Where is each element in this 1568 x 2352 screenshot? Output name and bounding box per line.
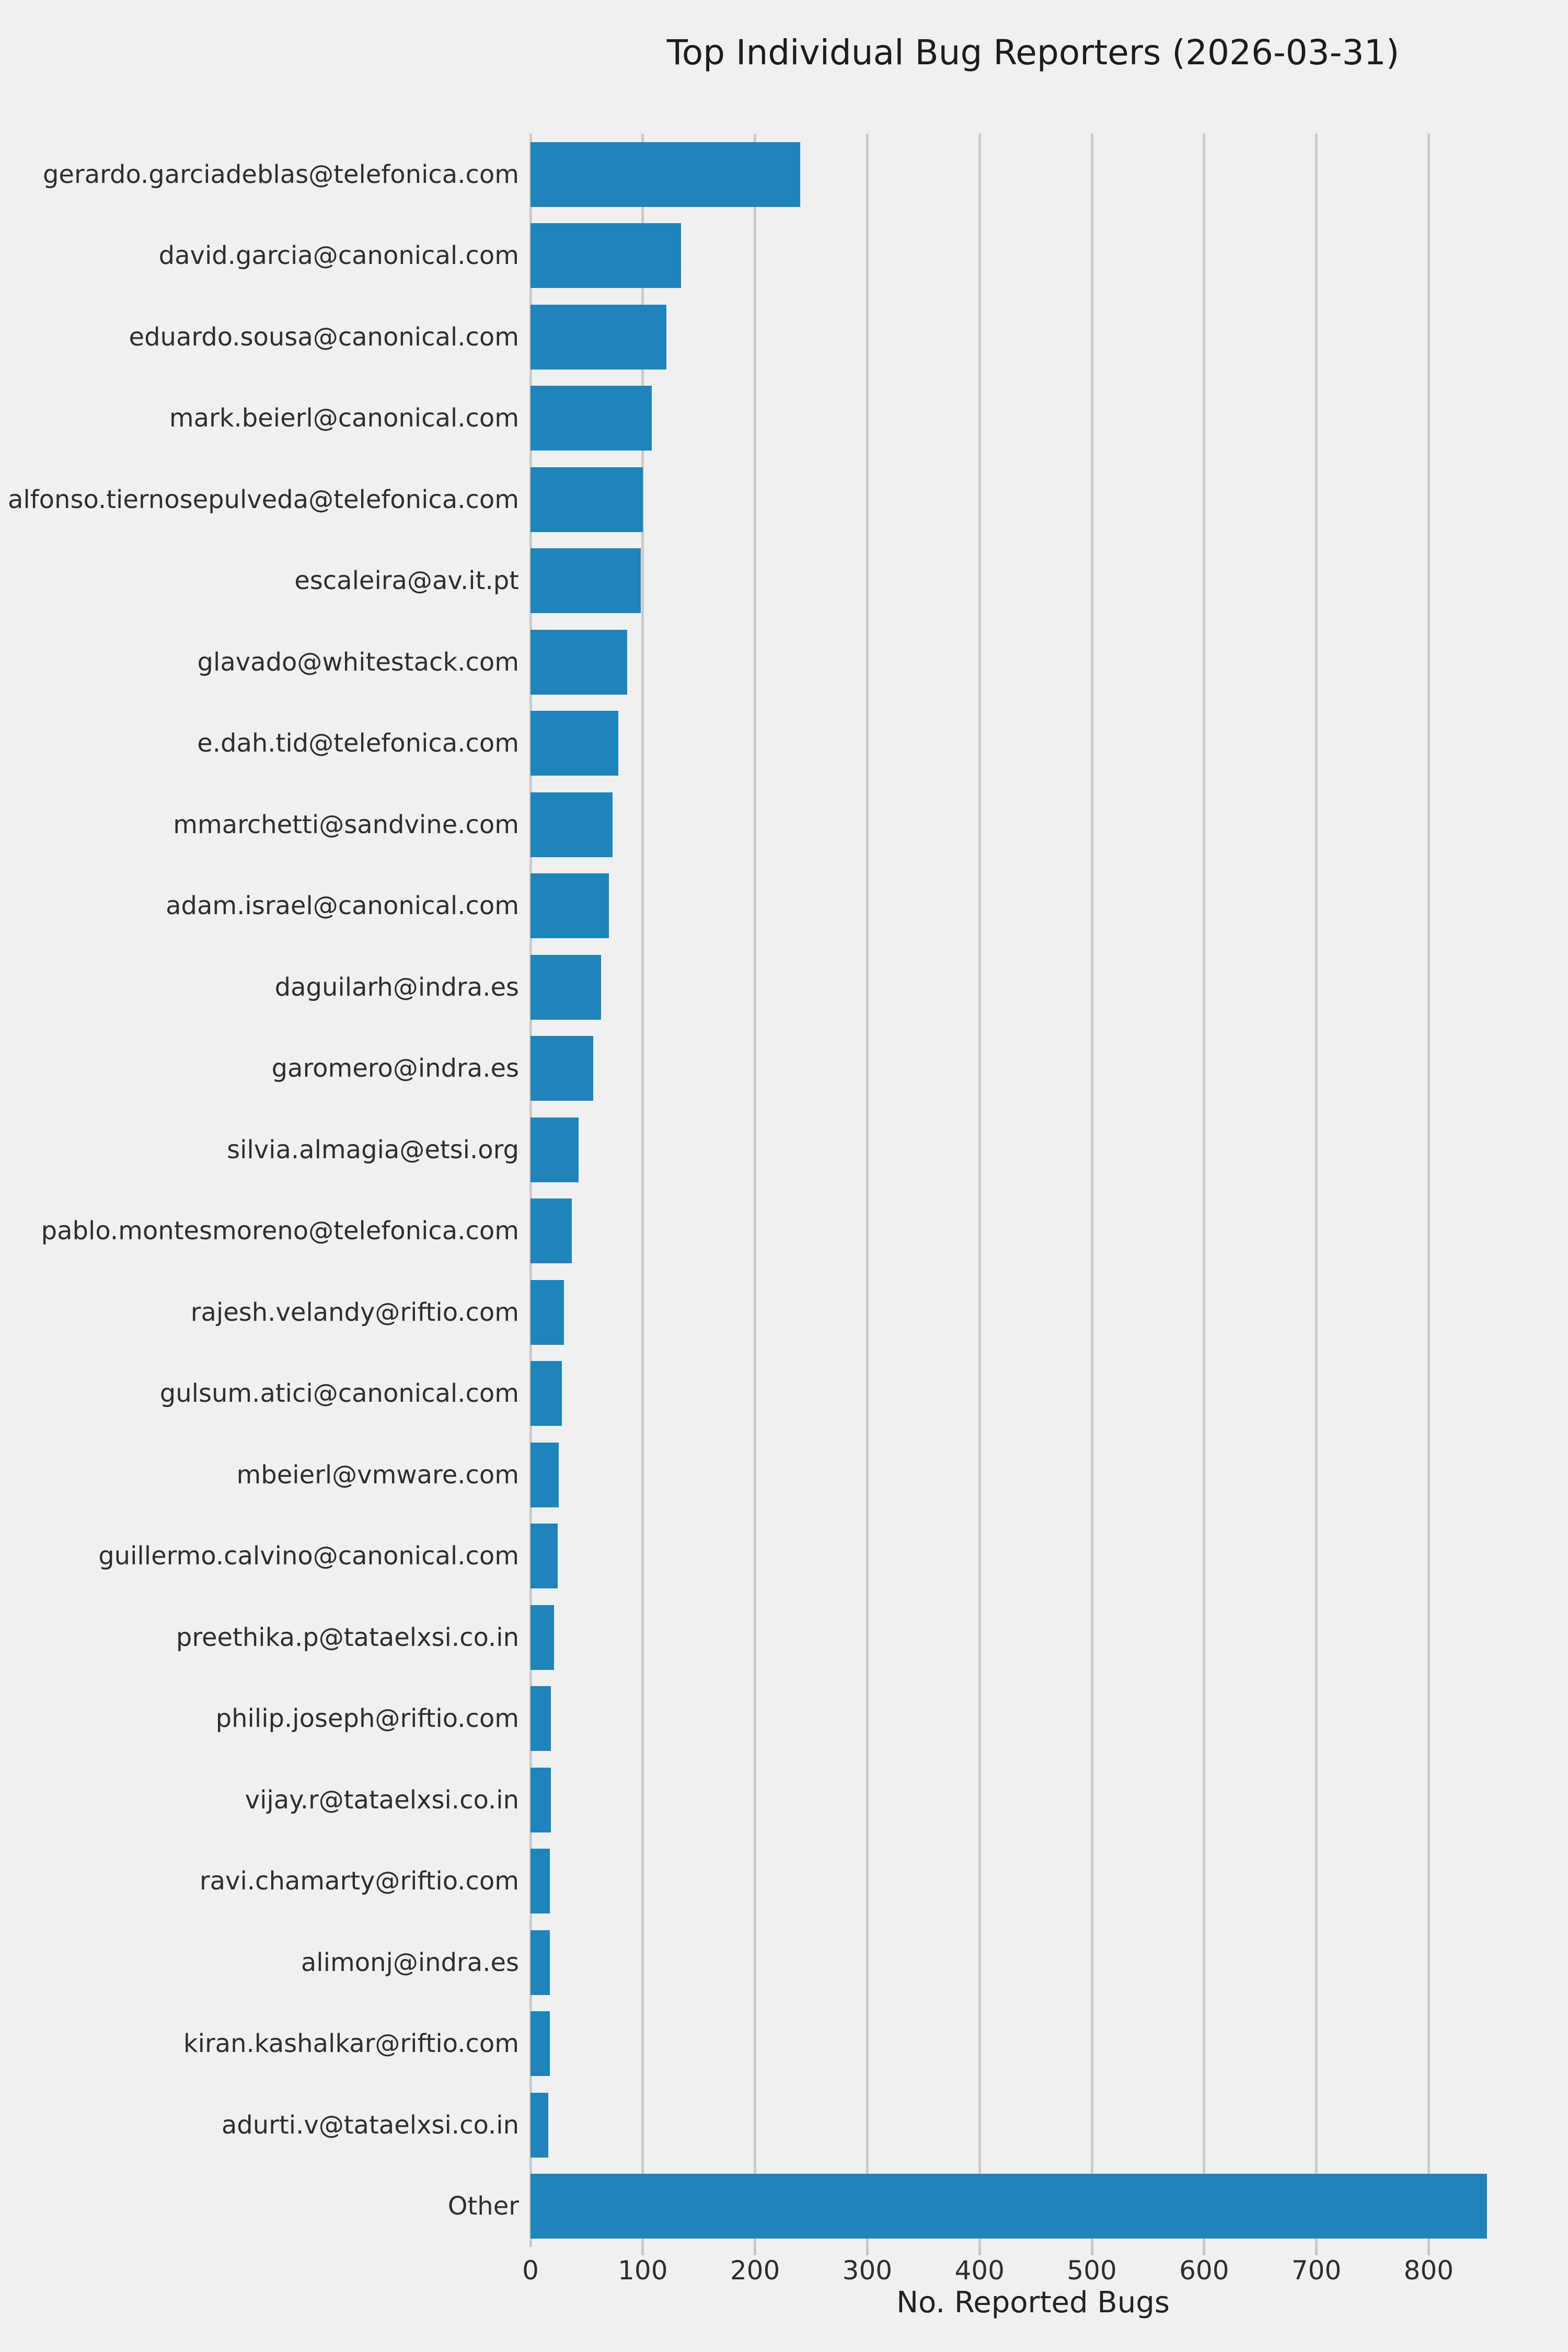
y-tick-label: alfonso.tiernosepulveda@telefonica.com (8, 485, 519, 514)
x-tick-label: 500 (1067, 2255, 1117, 2286)
bar (531, 142, 800, 207)
x-tick-label: 700 (1291, 2255, 1342, 2286)
bar (531, 467, 643, 532)
gridline (1203, 134, 1206, 2247)
y-tick-label: silvia.almagia@etsi.org (227, 1135, 519, 1165)
gridline (1315, 134, 1318, 2247)
bar (531, 1767, 551, 1832)
x-tick-mark (641, 2247, 644, 2255)
bar (531, 223, 681, 289)
y-tick-label: kiran.kashalkar@riftio.com (183, 2029, 519, 2059)
x-tick-mark (866, 2247, 869, 2255)
bar (531, 1605, 555, 1670)
y-tick-label: pablo.montesmoreno@telefonica.com (41, 1216, 519, 1246)
x-tick-label: 400 (954, 2255, 1005, 2286)
y-tick-label: alimonj@indra.es (301, 1947, 519, 1977)
bar (531, 1198, 572, 1264)
y-tick-label: adam.israel@canonical.com (166, 891, 519, 921)
y-tick-label: adurti.v@tataelxsi.co.in (221, 2110, 519, 2140)
bar (531, 954, 602, 1020)
y-tick-label: preethika.p@tataelxsi.co.in (176, 1622, 519, 1652)
y-tick-label: mark.beierl@canonical.com (169, 403, 519, 433)
y-tick-label: mmarchetti@sandvine.com (173, 810, 519, 839)
y-tick-label: vijay.r@tataelxsi.co.in (245, 1785, 519, 1815)
bar (531, 386, 652, 451)
bar (531, 1117, 579, 1182)
gridline (1090, 134, 1093, 2247)
gridline (754, 134, 757, 2247)
bar (531, 1036, 594, 1101)
plot-area (529, 134, 1536, 2247)
bar (531, 629, 627, 695)
y-tick-label: guillermo.calvino@canonical.com (98, 1541, 519, 1571)
y-tick-label: gulsum.atici@canonical.com (159, 1379, 519, 1409)
gridline (866, 134, 869, 2247)
y-tick-label: daguilarh@indra.es (274, 972, 519, 1002)
gridline (529, 134, 532, 2247)
bar (531, 1849, 550, 1914)
y-tick-label: eduardo.sousa@canonical.com (129, 322, 519, 352)
x-tick-label: 100 (618, 2255, 668, 2286)
x-tick-label: 300 (842, 2255, 893, 2286)
y-tick-label: ravi.chamarty@riftio.com (199, 1866, 519, 1896)
x-tick-mark (1090, 2247, 1093, 2255)
bar (531, 873, 609, 939)
bar (531, 792, 613, 857)
x-tick-mark (754, 2247, 757, 2255)
x-tick-label: 600 (1179, 2255, 1229, 2286)
bar (531, 2092, 549, 2158)
bar (531, 1930, 550, 1995)
bar (531, 2011, 550, 2077)
y-tick-label: david.garcia@canonical.com (158, 241, 519, 271)
y-tick-label: e.dah.tid@telefonica.com (197, 729, 519, 758)
bar (531, 1442, 559, 1507)
x-axis-label: No. Reported Bugs (896, 2286, 1170, 2320)
bar (531, 711, 618, 776)
y-tick-label: glavado@whitestack.com (197, 647, 519, 677)
x-tick-label: 200 (730, 2255, 780, 2286)
bar (531, 548, 641, 614)
y-tick-label: escaleira@av.it.pt (294, 566, 519, 596)
gridline (978, 134, 981, 2247)
bar (531, 1524, 558, 1589)
x-tick-mark (978, 2247, 981, 2255)
y-tick-label: gerardo.garciadeblas@telefonica.com (42, 159, 519, 189)
y-tick-label: Other (447, 2192, 519, 2221)
y-tick-label: mbeierl@vmware.com (236, 1460, 519, 1490)
x-tick-mark (1427, 2247, 1430, 2255)
bar (531, 1361, 562, 1426)
x-tick-mark (1315, 2247, 1318, 2255)
y-tick-label: philip.joseph@riftio.com (215, 1704, 519, 1734)
bar (531, 1279, 564, 1345)
x-tick-label: 0 (522, 2255, 539, 2286)
bar (531, 1686, 551, 1751)
gridline (641, 134, 644, 2247)
x-tick-label: 800 (1403, 2255, 1454, 2286)
x-tick-mark (1203, 2247, 1206, 2255)
bar (531, 2174, 1488, 2239)
bar (531, 304, 666, 370)
y-tick-label: rajesh.velandy@riftio.com (190, 1297, 519, 1327)
gridline (1427, 134, 1430, 2247)
y-tick-label: garomero@indra.es (271, 1054, 519, 1083)
chart-title: Top Individual Bug Reporters (2026-03-31… (666, 32, 1400, 73)
